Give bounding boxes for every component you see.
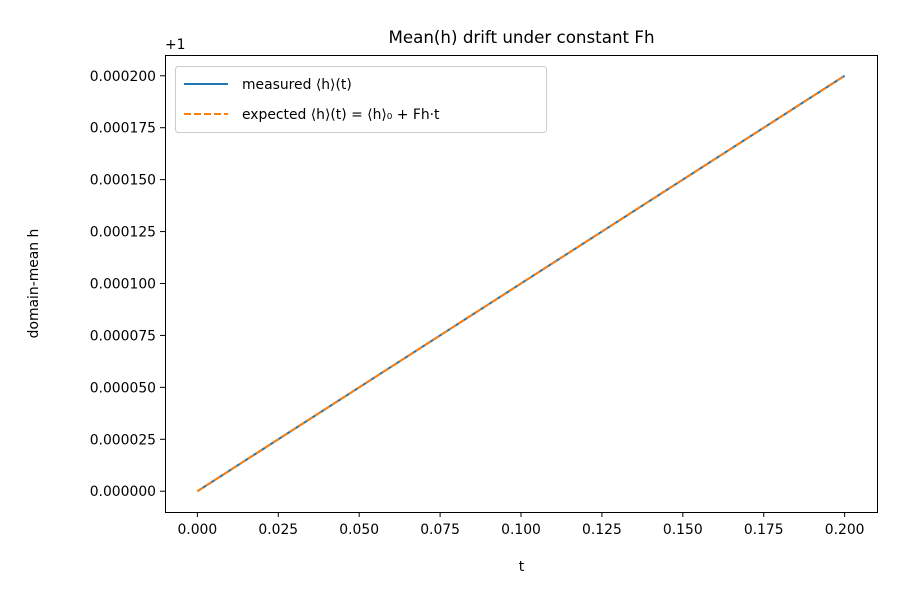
y-tick-label: 0.000175 bbox=[90, 121, 156, 137]
y-tick-label: 0.000025 bbox=[90, 432, 156, 448]
y-tick-label: 0.000125 bbox=[90, 225, 156, 241]
y-tick-label: 0.000150 bbox=[90, 173, 156, 189]
y-tick-label: 0.000000 bbox=[90, 484, 156, 500]
y-tick-label: 0.000075 bbox=[90, 328, 156, 344]
y-tick-label: 0.000200 bbox=[90, 69, 156, 85]
x-tick-label: 0.200 bbox=[825, 522, 865, 538]
plot-frame bbox=[165, 55, 878, 513]
series-group bbox=[196, 74, 846, 493]
x-tick-label: 0.125 bbox=[582, 522, 622, 538]
x-axis-label: t bbox=[519, 559, 525, 575]
x-axis-ticks: 0.000 0.025 0.050 0.075 0.100 0.125 0.150 0.175… bbox=[177, 512, 865, 538]
x-tick-label: 0.025 bbox=[258, 522, 298, 538]
legend-label-expected: expected ⟨h⟩(t) = ⟨h⟩₀ + Fh·t bbox=[242, 107, 440, 123]
y-axis-ticks: 0.000000 0.000025 0.000050 0.000075 0.000100… bbox=[90, 69, 165, 500]
series-line-expected bbox=[196, 74, 846, 493]
x-tick-label: 0.100 bbox=[501, 522, 541, 538]
x-tick-label: 0.000 bbox=[177, 522, 217, 538]
y-axis-label: domain-mean h bbox=[26, 229, 42, 339]
legend-label-measured: measured ⟨h⟩(t) bbox=[242, 77, 352, 93]
x-tick-label: 0.175 bbox=[744, 522, 784, 538]
legend-box bbox=[175, 66, 547, 133]
chart-title: Mean(h) drift under constant Fh bbox=[388, 27, 654, 47]
x-tick-label: 0.150 bbox=[663, 522, 703, 538]
y-tick-label: 0.000100 bbox=[90, 277, 156, 293]
y-offset-label: +1 bbox=[165, 37, 185, 53]
y-tick-label: 0.000050 bbox=[90, 380, 156, 396]
x-tick-label: 0.075 bbox=[420, 522, 460, 538]
legend: measured ⟨h⟩(t) expected ⟨h⟩(t) = ⟨h⟩₀ +… bbox=[175, 66, 547, 133]
x-tick-label: 0.050 bbox=[339, 522, 379, 538]
